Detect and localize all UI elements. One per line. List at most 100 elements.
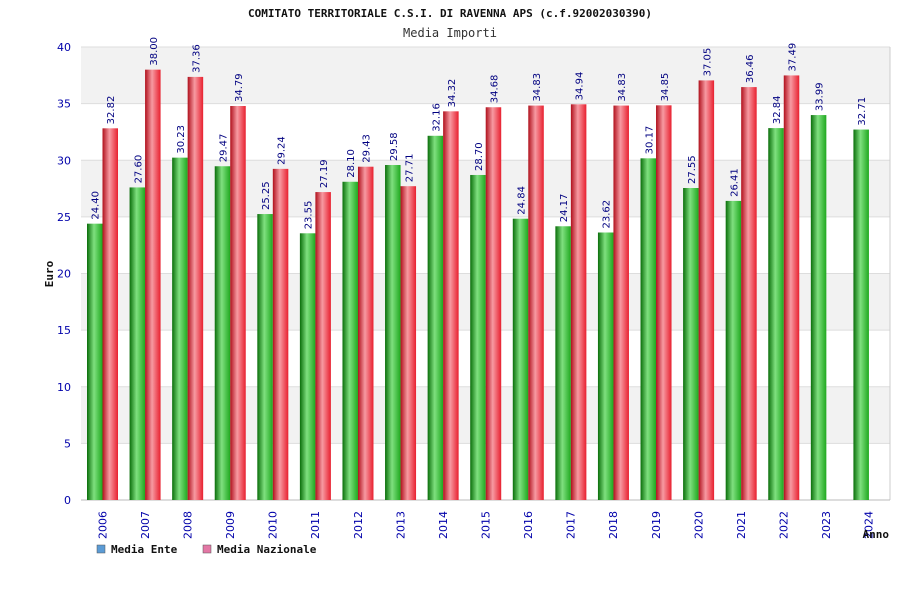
bar-value-label: 34.85 (660, 73, 671, 102)
bar-media-nazionale (656, 105, 672, 500)
bar-value-label: 27.55 (687, 155, 698, 184)
bar-media-ente (768, 128, 784, 500)
chart-title: COMITATO TERRITORIALE C.S.I. DI RAVENNA … (248, 7, 652, 20)
x-axis-ticks: 2006 2007 2008 2009 2010 2011 2012 2013 2014 2015… (96, 511, 875, 539)
x-tick-label: 2015 (480, 511, 493, 539)
bar-media-nazionale (187, 76, 204, 500)
bar-value-label: 30.17 (644, 126, 655, 155)
x-tick-label: 2017 (565, 511, 578, 539)
bar-value-label: 29.24 (277, 136, 288, 165)
bar-value-label: 27.71 (404, 154, 415, 183)
bar-value-label: 24.84 (517, 186, 528, 215)
bar-media-nazionale (613, 105, 629, 501)
bar-value-label: 38.00 (149, 37, 160, 66)
bar-media-ente (810, 115, 827, 501)
x-tick-label: 2012 (352, 511, 365, 539)
bar-value-label: 32.16 (431, 103, 442, 132)
chart-subtitle: Media Importi (403, 26, 497, 40)
bar-value-label: 24.17 (559, 194, 570, 223)
value-labels: 24.40 32.82 27.60 38.00 30.23 37.36 29.47 34.79… (91, 37, 868, 229)
bar-value-label: 30.23 (176, 125, 187, 154)
bar-value-label: 23.55 (304, 201, 315, 230)
bar-value-label: 27.60 (133, 155, 144, 184)
y-axis-ticks: 0 5 10 15 20 25 30 35 40 (57, 41, 71, 507)
bar-value-label: 34.79 (234, 73, 245, 102)
bar-media-nazionale (357, 166, 374, 500)
x-tick-label: 2010 (267, 511, 280, 539)
x-tick-label: 2008 (181, 511, 194, 539)
bar-media-nazionale (783, 75, 800, 500)
bar-media-ente (172, 157, 188, 500)
y-axis-label: Euro (43, 260, 56, 287)
bar-value-label: 36.46 (745, 54, 756, 83)
x-tick-label: 2019 (650, 511, 663, 539)
bar-value-label: 34.68 (489, 75, 500, 104)
y-tick-label: 40 (57, 41, 71, 54)
bars (87, 69, 869, 501)
bar-value-label: 34.83 (617, 73, 628, 102)
x-tick-label: 2022 (778, 511, 791, 539)
bar-value-label: 28.10 (346, 149, 357, 178)
y-tick-label: 5 (64, 437, 71, 450)
bar-media-nazionale (570, 104, 587, 500)
bar-value-label: 24.40 (91, 191, 102, 220)
legend: Media Ente Media Nazionale (96, 543, 317, 556)
bar-media-nazionale (145, 69, 161, 501)
x-tick-label: 2009 (224, 511, 237, 539)
bar-media-nazionale (698, 80, 715, 500)
bar-media-ente (129, 187, 146, 500)
y-tick-label: 10 (57, 381, 71, 394)
bar-media-ente (299, 233, 316, 500)
bar-value-label: 29.58 (389, 132, 400, 161)
bar-media-nazionale (741, 87, 757, 500)
legend-label: Media Ente (111, 543, 178, 556)
x-tick-label: 2007 (139, 511, 152, 539)
y-tick-label: 25 (57, 211, 71, 224)
bar-value-label: 32.84 (772, 95, 783, 124)
bar-value-label: 37.49 (788, 43, 799, 72)
bar-media-ente (555, 226, 571, 500)
bar-value-label: 26.41 (729, 168, 740, 197)
bar-media-ente (427, 135, 444, 500)
bar-value-label: 34.83 (532, 73, 543, 102)
x-tick-label: 2014 (437, 511, 450, 539)
bar-media-ente (725, 200, 742, 501)
x-axis-label: Anno (863, 528, 890, 541)
bar-value-label: 32.82 (106, 96, 117, 125)
bar-media-ente (640, 158, 657, 500)
legend-swatch (202, 544, 212, 554)
x-tick-label: 2013 (394, 511, 407, 539)
y-tick-label: 20 (57, 268, 71, 281)
legend-label: Media Nazionale (217, 543, 317, 556)
x-tick-label: 2018 (607, 511, 620, 539)
x-tick-label: 2023 (820, 511, 833, 539)
x-tick-label: 2006 (96, 511, 109, 539)
bar-media-ente (683, 187, 699, 500)
bar-media-ente (385, 165, 401, 500)
bar-media-ente (512, 218, 529, 500)
y-tick-label: 0 (64, 494, 71, 507)
bar-value-label: 29.43 (362, 134, 373, 163)
bar-media-ente (87, 223, 103, 501)
bar-media-ente (257, 214, 273, 500)
bar-value-label: 23.62 (602, 200, 613, 229)
bar-media-nazionale (443, 111, 459, 501)
bar-value-label: 27.19 (319, 159, 330, 188)
bar-value-label: 28.70 (474, 142, 485, 171)
bar-value-label: 29.47 (218, 134, 229, 163)
bar-media-nazionale (102, 128, 118, 500)
bar-value-label: 37.36 (191, 44, 202, 73)
x-tick-label: 2024 (863, 511, 876, 539)
bar-value-label: 34.94 (575, 72, 586, 101)
bar-media-nazionale (485, 107, 502, 501)
bar-media-nazionale (528, 105, 544, 501)
x-tick-label: 2016 (522, 511, 535, 539)
bar-media-ente (342, 181, 358, 500)
bar-media-ente (597, 232, 614, 501)
bar-media-nazionale (230, 106, 246, 501)
bar-value-label: 34.32 (447, 79, 458, 108)
bar-media-ente (214, 166, 231, 500)
x-tick-label: 2021 (735, 511, 748, 539)
x-tick-label: 2011 (309, 511, 322, 539)
